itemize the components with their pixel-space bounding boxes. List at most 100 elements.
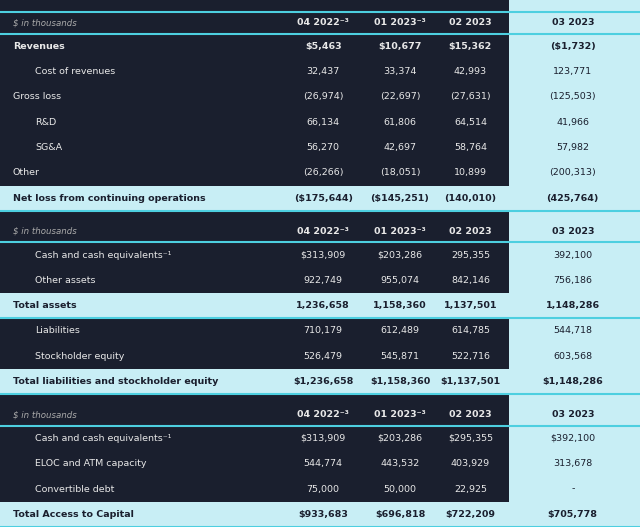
Bar xyxy=(0,186,640,211)
Text: 01 2023⁻³: 01 2023⁻³ xyxy=(374,18,426,27)
Text: $1,236,658: $1,236,658 xyxy=(293,377,353,386)
Bar xyxy=(0,59,640,84)
Text: (140,010): (140,010) xyxy=(444,193,497,203)
Bar xyxy=(509,426,640,451)
Text: 04 2022⁻³: 04 2022⁻³ xyxy=(297,18,349,27)
Text: $ in thousands: $ in thousands xyxy=(13,18,77,27)
Bar xyxy=(509,242,640,268)
Text: 922,749: 922,749 xyxy=(304,276,342,285)
Text: 10,899: 10,899 xyxy=(454,168,487,178)
Text: 50,000: 50,000 xyxy=(383,484,417,494)
Bar xyxy=(0,135,640,160)
Bar xyxy=(0,293,640,318)
Text: 01 2023⁻³: 01 2023⁻³ xyxy=(374,410,426,419)
Text: 123,771: 123,771 xyxy=(553,67,593,76)
Text: Cost of revenues: Cost of revenues xyxy=(35,67,115,76)
Text: $1,148,286: $1,148,286 xyxy=(543,377,603,386)
Text: $392,100: $392,100 xyxy=(550,434,595,443)
Text: $15,362: $15,362 xyxy=(449,42,492,51)
Text: 1,137,501: 1,137,501 xyxy=(444,301,497,310)
Text: $203,286: $203,286 xyxy=(378,250,422,260)
Bar xyxy=(509,84,640,110)
Text: 443,532: 443,532 xyxy=(380,459,420,469)
Text: Net loss from continuing operations: Net loss from continuing operations xyxy=(13,193,205,203)
Text: $ in thousands: $ in thousands xyxy=(13,227,77,236)
Text: Other assets: Other assets xyxy=(35,276,96,285)
Bar xyxy=(0,242,640,268)
Text: 33,374: 33,374 xyxy=(383,67,417,76)
Text: 42,993: 42,993 xyxy=(454,67,487,76)
Bar xyxy=(509,0,640,527)
Text: 313,678: 313,678 xyxy=(553,459,593,469)
Bar xyxy=(509,12,640,34)
Bar xyxy=(0,426,640,451)
Text: 41,966: 41,966 xyxy=(556,118,589,127)
Bar xyxy=(0,84,640,110)
Bar xyxy=(509,344,640,369)
Text: 02 2023: 02 2023 xyxy=(449,410,492,419)
Bar xyxy=(0,268,640,293)
Text: $295,355: $295,355 xyxy=(448,434,493,443)
Text: (22,697): (22,697) xyxy=(380,92,420,102)
Text: Stockholder equity: Stockholder equity xyxy=(35,352,125,361)
Text: $696,818: $696,818 xyxy=(375,510,425,519)
Text: Revenues: Revenues xyxy=(13,42,65,51)
Text: (125,503): (125,503) xyxy=(550,92,596,102)
Text: Total liabilities and stockholder equity: Total liabilities and stockholder equity xyxy=(13,377,218,386)
Text: 75,000: 75,000 xyxy=(307,484,340,494)
Text: 522,716: 522,716 xyxy=(451,352,490,361)
Text: 756,186: 756,186 xyxy=(554,276,592,285)
Text: 403,929: 403,929 xyxy=(451,459,490,469)
Text: $1,158,360: $1,158,360 xyxy=(370,377,430,386)
Text: $10,677: $10,677 xyxy=(378,42,422,51)
Text: $203,286: $203,286 xyxy=(378,434,422,443)
Bar xyxy=(509,34,640,59)
Bar xyxy=(0,318,640,344)
Text: 57,982: 57,982 xyxy=(556,143,589,152)
Bar xyxy=(509,135,640,160)
Text: R&D: R&D xyxy=(35,118,56,127)
Bar xyxy=(0,34,640,59)
Text: 66,134: 66,134 xyxy=(307,118,340,127)
Bar xyxy=(0,404,509,426)
Text: SG&A: SG&A xyxy=(35,143,62,152)
Text: 03 2023: 03 2023 xyxy=(552,227,594,236)
Text: Cash and cash equivalents⁻¹: Cash and cash equivalents⁻¹ xyxy=(35,250,172,260)
Text: 392,100: 392,100 xyxy=(553,250,593,260)
Text: (26,974): (26,974) xyxy=(303,92,344,102)
Bar xyxy=(0,476,640,502)
Text: (26,266): (26,266) xyxy=(303,168,344,178)
Text: $313,909: $313,909 xyxy=(301,250,346,260)
Text: 614,785: 614,785 xyxy=(451,326,490,336)
Text: (425,764): (425,764) xyxy=(547,193,599,203)
Text: 42,697: 42,697 xyxy=(383,143,417,152)
Bar xyxy=(0,344,640,369)
Text: ELOC and ATM capacity: ELOC and ATM capacity xyxy=(35,459,147,469)
Text: 612,489: 612,489 xyxy=(381,326,419,336)
Text: 58,764: 58,764 xyxy=(454,143,487,152)
Bar xyxy=(0,12,509,34)
Text: (27,631): (27,631) xyxy=(450,92,491,102)
Bar xyxy=(509,451,640,476)
Text: (18,051): (18,051) xyxy=(380,168,420,178)
Text: 842,146: 842,146 xyxy=(451,276,490,285)
Text: 955,074: 955,074 xyxy=(381,276,419,285)
Text: (200,313): (200,313) xyxy=(549,168,596,178)
Text: 544,718: 544,718 xyxy=(554,326,592,336)
Bar xyxy=(509,220,640,242)
Text: 32,437: 32,437 xyxy=(307,67,340,76)
Text: Total assets: Total assets xyxy=(13,301,76,310)
Text: 02 2023: 02 2023 xyxy=(449,18,492,27)
Bar xyxy=(509,59,640,84)
Bar xyxy=(0,502,640,527)
Text: Gross loss: Gross loss xyxy=(13,92,61,102)
Bar xyxy=(0,220,509,242)
Text: $5,463: $5,463 xyxy=(305,42,342,51)
Text: $313,909: $313,909 xyxy=(301,434,346,443)
Text: Liabilities: Liabilities xyxy=(35,326,80,336)
Text: ($1,732): ($1,732) xyxy=(550,42,596,51)
Text: ($145,251): ($145,251) xyxy=(371,193,429,203)
Bar xyxy=(509,268,640,293)
Text: 710,179: 710,179 xyxy=(304,326,342,336)
Text: Total Access to Capital: Total Access to Capital xyxy=(13,510,134,519)
